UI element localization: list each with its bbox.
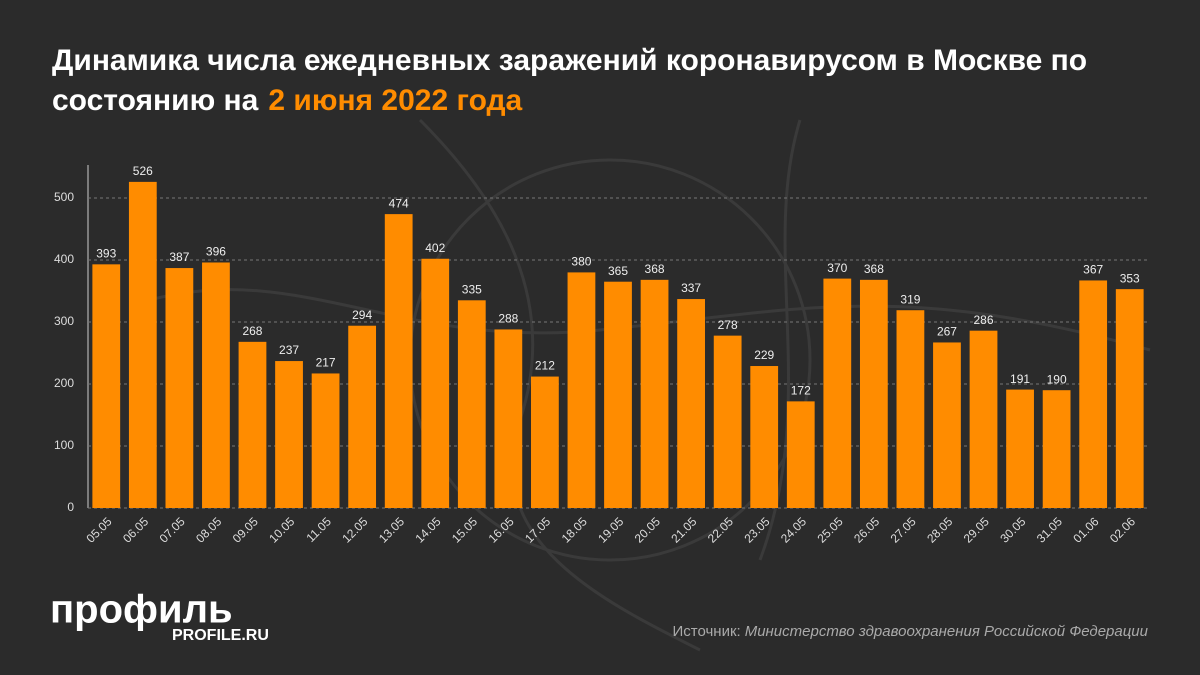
source-text: Министерство здравоохранения Российской …: [745, 623, 1149, 640]
bar: [238, 341, 267, 508]
value-label: 319: [900, 292, 920, 306]
value-label: 229: [754, 348, 774, 362]
value-label: 286: [974, 313, 994, 327]
bar: [311, 373, 340, 508]
bar: [786, 401, 815, 508]
value-label: 393: [96, 247, 116, 261]
value-label: 191: [1010, 372, 1030, 386]
bar: [128, 181, 157, 508]
value-label: 278: [718, 318, 738, 332]
logo-url: PROFILE.RU: [172, 627, 269, 644]
source: Источник: Министерство здравоохранения Ро…: [673, 623, 1149, 640]
bar: [896, 310, 925, 508]
value-label: 402: [425, 241, 445, 255]
y-tick-label: 500: [54, 190, 74, 204]
title-highlight: 2 июня 2022 года: [268, 84, 522, 117]
y-tick-label: 400: [54, 252, 74, 266]
value-label: 237: [279, 343, 299, 357]
bar: [969, 330, 998, 508]
value-label: 387: [169, 250, 189, 264]
bar: [92, 264, 121, 508]
value-label: 190: [1047, 372, 1067, 386]
bar: [1079, 280, 1108, 508]
bar: [165, 268, 194, 508]
value-label: 368: [645, 262, 665, 276]
y-tick-label: 300: [54, 314, 74, 328]
chart-title-line: состоянию на 2 июня 2022 года: [52, 84, 523, 117]
source-label: Источник:: [673, 623, 741, 640]
bar: [494, 329, 523, 508]
bar: [567, 272, 596, 508]
y-tick-label: 0: [67, 500, 74, 514]
bar: [750, 366, 779, 508]
value-label: 267: [937, 325, 957, 339]
bar: [933, 342, 961, 508]
bar: [604, 281, 632, 508]
bar: [713, 335, 742, 508]
value-label: 367: [1083, 263, 1103, 277]
bar: [640, 279, 669, 508]
bar: [677, 299, 705, 508]
value-label: 268: [242, 324, 262, 338]
bar: [1006, 389, 1034, 508]
bar: [348, 325, 377, 508]
value-label: 294: [352, 308, 372, 322]
bar: [275, 361, 303, 508]
bar: [823, 278, 852, 508]
value-label: 526: [133, 164, 153, 178]
bar: [1042, 390, 1071, 508]
bar: [202, 262, 230, 508]
value-label: 337: [681, 281, 701, 295]
bar: [384, 214, 413, 508]
value-label: 380: [571, 255, 591, 269]
logo: профиль: [50, 588, 233, 632]
value-label: 474: [389, 196, 409, 210]
chart-title: Динамика числа ежедневных заражений коро…: [52, 44, 1087, 77]
value-label: 365: [608, 264, 628, 278]
value-label: 212: [535, 359, 555, 373]
value-label: 396: [206, 245, 226, 259]
value-label: 353: [1120, 271, 1140, 285]
bar: [457, 300, 486, 508]
y-tick-label: 100: [54, 438, 74, 452]
value-label: 172: [791, 384, 811, 398]
y-tick-label: 200: [54, 376, 74, 390]
bar: [859, 279, 888, 508]
value-label: 335: [462, 282, 482, 296]
value-label: 368: [864, 262, 884, 276]
bar: [1115, 289, 1144, 508]
value-label: 370: [827, 261, 847, 275]
bar: [531, 376, 559, 508]
value-label: 217: [316, 356, 336, 370]
bar: [421, 258, 450, 508]
value-label: 288: [498, 312, 518, 326]
